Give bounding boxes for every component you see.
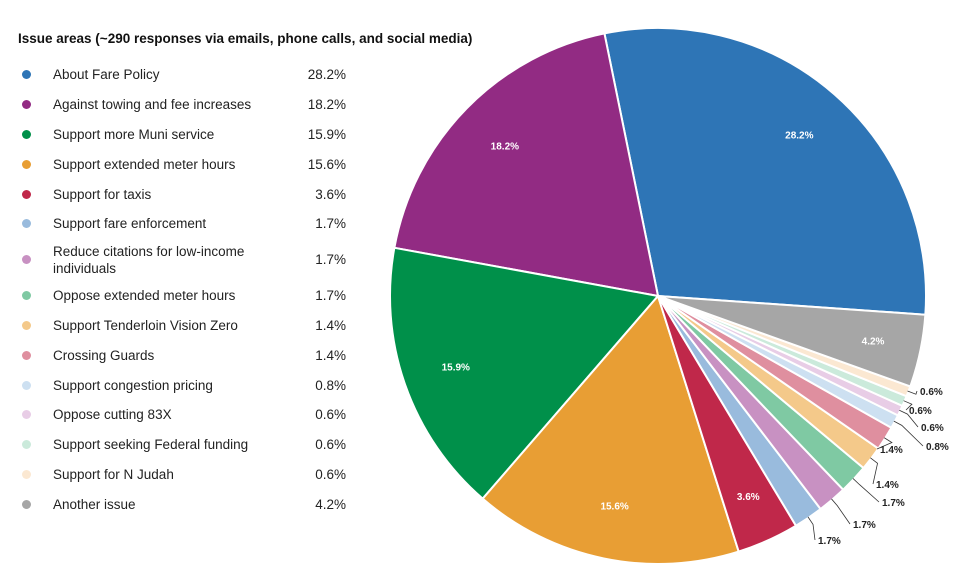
legend-item: Oppose cutting 83X 0.6% — [18, 400, 350, 430]
legend-swatch — [22, 159, 31, 169]
legend-label: Support fare enforcement — [53, 216, 207, 232]
slice-label: 28.2% — [785, 130, 813, 141]
slice-label: 18.2% — [491, 141, 519, 152]
legend-label: Oppose extended meter hours — [53, 288, 236, 304]
legend-swatch — [22, 219, 31, 229]
legend-swatch — [22, 100, 31, 110]
legend-item: Support for taxis 3.6% — [18, 179, 350, 209]
legend-value: 4.2% — [315, 496, 346, 512]
legend-value: 15.9% — [307, 126, 346, 142]
pie-slice — [481, 295, 740, 565]
leader-line — [893, 420, 924, 447]
legend-value: 0.6% — [315, 466, 346, 482]
legend-swatch — [22, 440, 31, 450]
slice-label: 3.6% — [737, 492, 760, 503]
legend-swatch — [22, 410, 31, 420]
legend-value: 1.4% — [315, 317, 346, 333]
legend-item: Reduce citations for low-income individu… — [18, 239, 350, 281]
legend-value: 0.8% — [315, 377, 346, 393]
legend-item: Support for N Judah 0.6% — [18, 460, 350, 490]
legend-item: Oppose extended meter hours 1.7% — [18, 281, 350, 311]
leader-line — [903, 400, 913, 411]
legend-item: Against towing and fee increases 18.2% — [18, 90, 350, 120]
slice-label: 1.7% — [853, 520, 876, 531]
legend-swatch — [22, 189, 31, 199]
leader-line — [876, 437, 893, 450]
legend-item: Support more Muni service 15.9% — [18, 120, 350, 150]
pie-slice — [389, 246, 659, 500]
legend-value: 28.2% — [307, 67, 346, 83]
legend-item: Crossing Guards 1.4% — [18, 340, 350, 370]
legend-swatch — [22, 255, 31, 265]
legend-swatch — [22, 70, 31, 80]
legend-value: 3.6% — [315, 186, 346, 202]
legend-value: 1.7% — [315, 252, 346, 268]
legend-value: 1.7% — [315, 216, 346, 232]
legend-label: Support for taxis — [53, 186, 152, 202]
legend-swatch — [22, 380, 31, 390]
legend-label: Support extended meter hours — [53, 156, 236, 172]
legend-label: About Fare Policy — [53, 67, 160, 83]
legend-label: Support more Muni service — [53, 126, 215, 142]
slice-label: 0.6% — [909, 406, 932, 417]
slice-label: 0.8% — [926, 442, 949, 453]
legend-item: Another issue 4.2% — [18, 489, 350, 519]
legend-item: Support Tenderloin Vision Zero 1.4% — [18, 311, 350, 341]
leader-line — [899, 409, 919, 428]
slice-label: 0.6% — [920, 387, 943, 398]
legend-item: Support extended meter hours 15.6% — [18, 149, 350, 179]
legend-swatch — [22, 499, 31, 509]
leader-line — [852, 478, 880, 503]
legend-value: 0.6% — [315, 437, 346, 453]
legend-label: Support seeking Federal funding — [53, 437, 249, 453]
legend-swatch — [22, 320, 31, 330]
legend-item: Support seeking Federal funding 0.6% — [18, 430, 350, 460]
slice-label: 1.7% — [818, 536, 841, 547]
legend-swatch — [22, 291, 31, 301]
legend-value: 18.2% — [307, 97, 346, 113]
slice-label: 1.4% — [876, 480, 899, 491]
leader-line — [831, 498, 851, 525]
legend: About Fare Policy 28.2% Against towing a… — [18, 60, 350, 519]
legend-label: Against towing and fee increases — [53, 97, 252, 113]
leader-line — [807, 516, 816, 541]
slice-label: 1.4% — [880, 445, 903, 456]
legend-label: Crossing Guards — [53, 347, 155, 363]
legend-swatch — [22, 469, 31, 479]
chart-title: Issue areas (~290 responses via emails, … — [18, 31, 473, 46]
legend-swatch — [22, 350, 31, 360]
slice-label: 0.6% — [921, 423, 944, 434]
legend-item: Support fare enforcement 1.7% — [18, 209, 350, 239]
legend-value: 1.4% — [315, 347, 346, 363]
legend-swatch — [22, 129, 31, 139]
legend-label: Oppose cutting 83X — [53, 407, 172, 423]
legend-value: 15.6% — [307, 156, 346, 172]
pie-slice — [393, 32, 659, 297]
slice-label: 15.9% — [442, 363, 470, 374]
legend-label: Support Tenderloin Vision Zero — [53, 317, 238, 333]
legend-item: Support congestion pricing 0.8% — [18, 370, 350, 400]
pie-slice — [657, 295, 927, 388]
legend-label: Support for N Judah — [53, 466, 174, 482]
slice-label: 1.7% — [882, 498, 905, 509]
slice-label: 4.2% — [862, 337, 885, 348]
legend-label: Another issue — [53, 496, 136, 512]
slice-label: 15.6% — [600, 501, 628, 512]
legend-label: Reduce citations for low-income individu… — [53, 243, 245, 276]
legend-label: Support congestion pricing — [53, 377, 213, 393]
legend-value: 0.6% — [315, 407, 346, 423]
legend-value: 1.7% — [315, 288, 346, 304]
leader-line — [870, 457, 878, 485]
pie-slice — [603, 27, 927, 316]
leader-line — [907, 390, 918, 395]
legend-item: About Fare Policy 28.2% — [18, 60, 350, 90]
